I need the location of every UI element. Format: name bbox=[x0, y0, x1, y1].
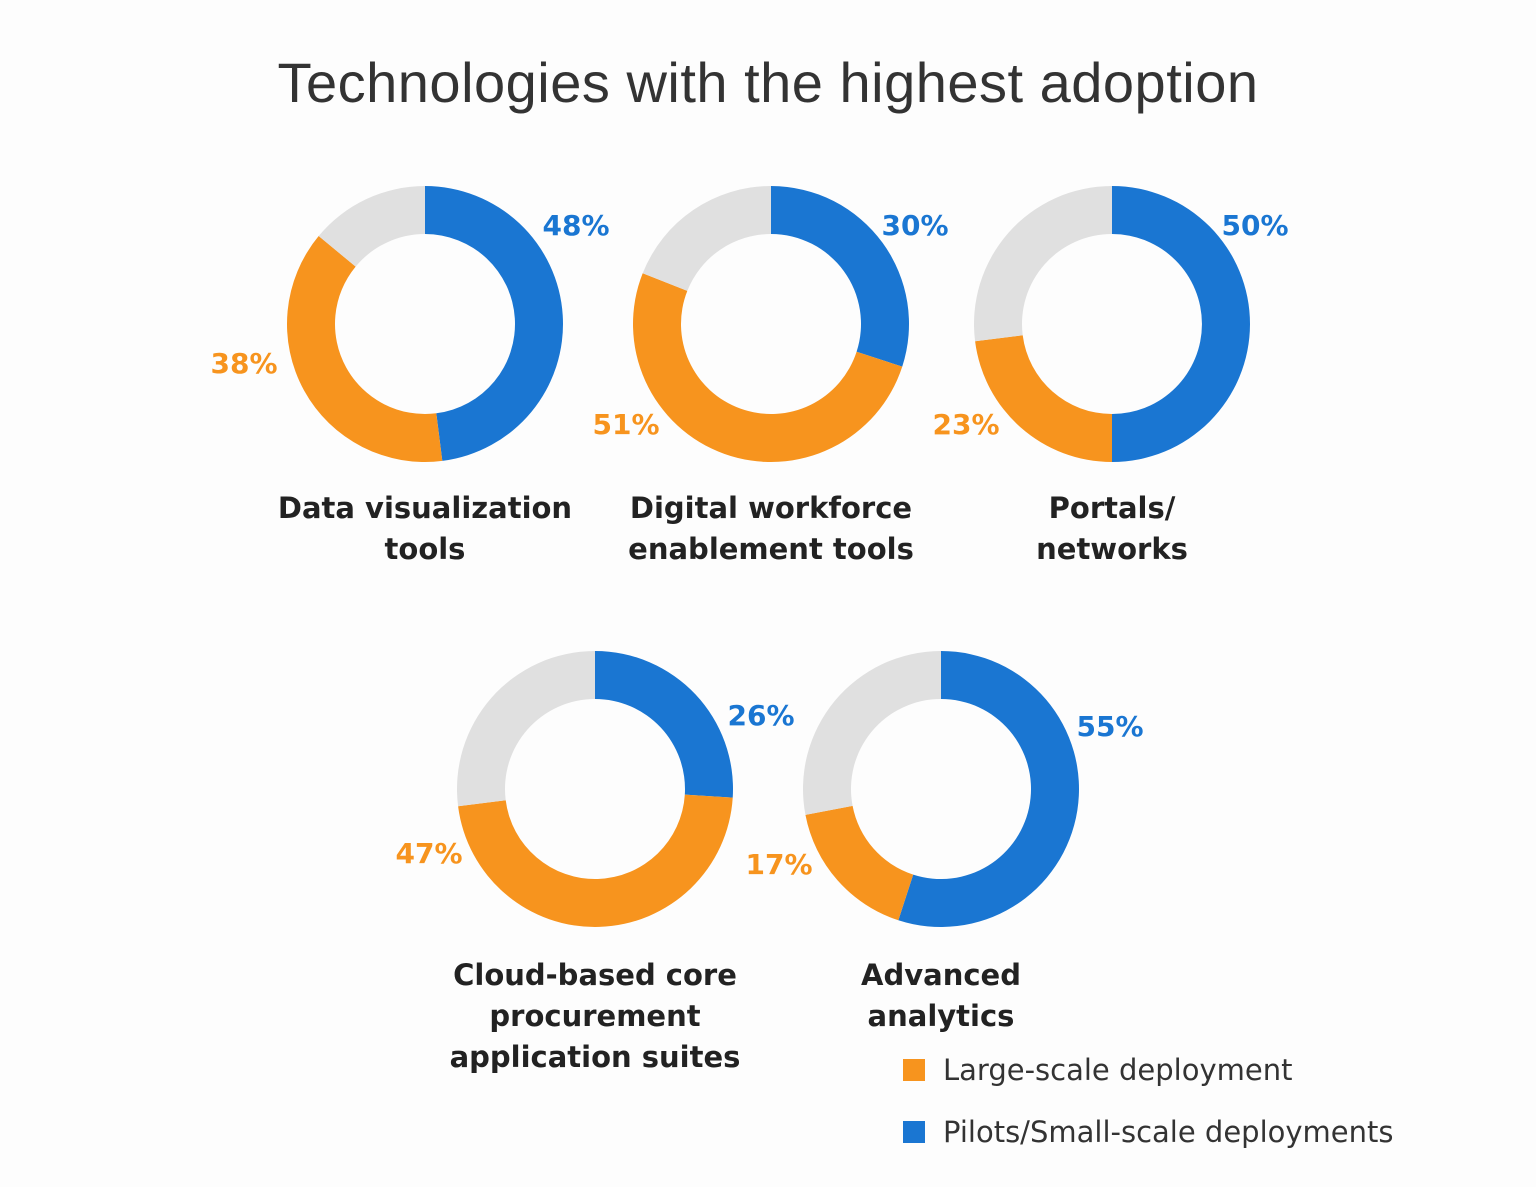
slice-remainder bbox=[974, 186, 1112, 342]
category-label: Portals/networks bbox=[932, 488, 1292, 570]
category-label-line: tools bbox=[384, 532, 466, 566]
slice-pilots bbox=[898, 651, 1079, 928]
data-label-pilots: 55% bbox=[1076, 710, 1143, 743]
category-label-line: analytics bbox=[867, 999, 1015, 1033]
legend-label-large: Large-scale deployment bbox=[943, 1053, 1293, 1087]
slice-large bbox=[632, 273, 903, 463]
category-label: Advanced analytics bbox=[761, 955, 1121, 1037]
slice-remainder bbox=[318, 186, 425, 267]
chart-title: Technologies with the highest adoption bbox=[277, 51, 1259, 114]
legend-swatch-large bbox=[903, 1059, 925, 1081]
legend-swatch-pilots bbox=[903, 1121, 925, 1143]
slice-large bbox=[975, 335, 1112, 462]
data-label-pilots: 48% bbox=[542, 209, 609, 242]
category-label-line: Data visualization bbox=[277, 491, 573, 525]
slice-remainder bbox=[642, 186, 771, 291]
slice-large bbox=[805, 805, 914, 921]
legend-item-large: Large-scale deployment bbox=[903, 1053, 1292, 1087]
category-label-line: Portals/ bbox=[1048, 491, 1176, 525]
category-label-line: Digital workforce bbox=[629, 491, 913, 525]
slice-large bbox=[287, 236, 443, 463]
slice-remainder bbox=[802, 651, 941, 815]
category-label: Digital workforce enablement tools bbox=[591, 488, 951, 570]
data-label-pilots: 50% bbox=[1221, 209, 1288, 242]
legend-label-pilots: Pilots/Small-scale deployments bbox=[943, 1115, 1394, 1149]
slice-pilots bbox=[771, 186, 909, 367]
data-label-pilots: 30% bbox=[881, 209, 948, 242]
slice-large bbox=[458, 794, 733, 927]
category-label-line: Cloud-based core bbox=[453, 958, 737, 992]
data-label-large: 47% bbox=[395, 837, 462, 870]
category-label: Cloud-based core procurement application s… bbox=[415, 955, 775, 1078]
slice-pilots bbox=[425, 186, 564, 461]
slice-pilots bbox=[595, 651, 733, 798]
legend-item-pilots: Pilots/Small-scale deployments bbox=[903, 1115, 1393, 1149]
category-label-line: procurement bbox=[489, 999, 701, 1033]
data-label-large: 17% bbox=[745, 848, 812, 881]
category-label-line: Advanced bbox=[861, 958, 1021, 992]
category-label-line: application suites bbox=[449, 1040, 741, 1074]
data-label-large: 51% bbox=[592, 408, 659, 441]
data-label-large: 23% bbox=[932, 408, 999, 441]
slice-pilots bbox=[1112, 186, 1250, 462]
category-label-line: networks bbox=[1036, 532, 1188, 566]
data-label-pilots: 26% bbox=[727, 699, 794, 732]
category-label: Data visualization tools bbox=[245, 488, 605, 570]
category-label-line: enablement tools bbox=[628, 532, 914, 566]
data-label-large: 38% bbox=[210, 347, 277, 380]
slice-remainder bbox=[457, 651, 595, 807]
